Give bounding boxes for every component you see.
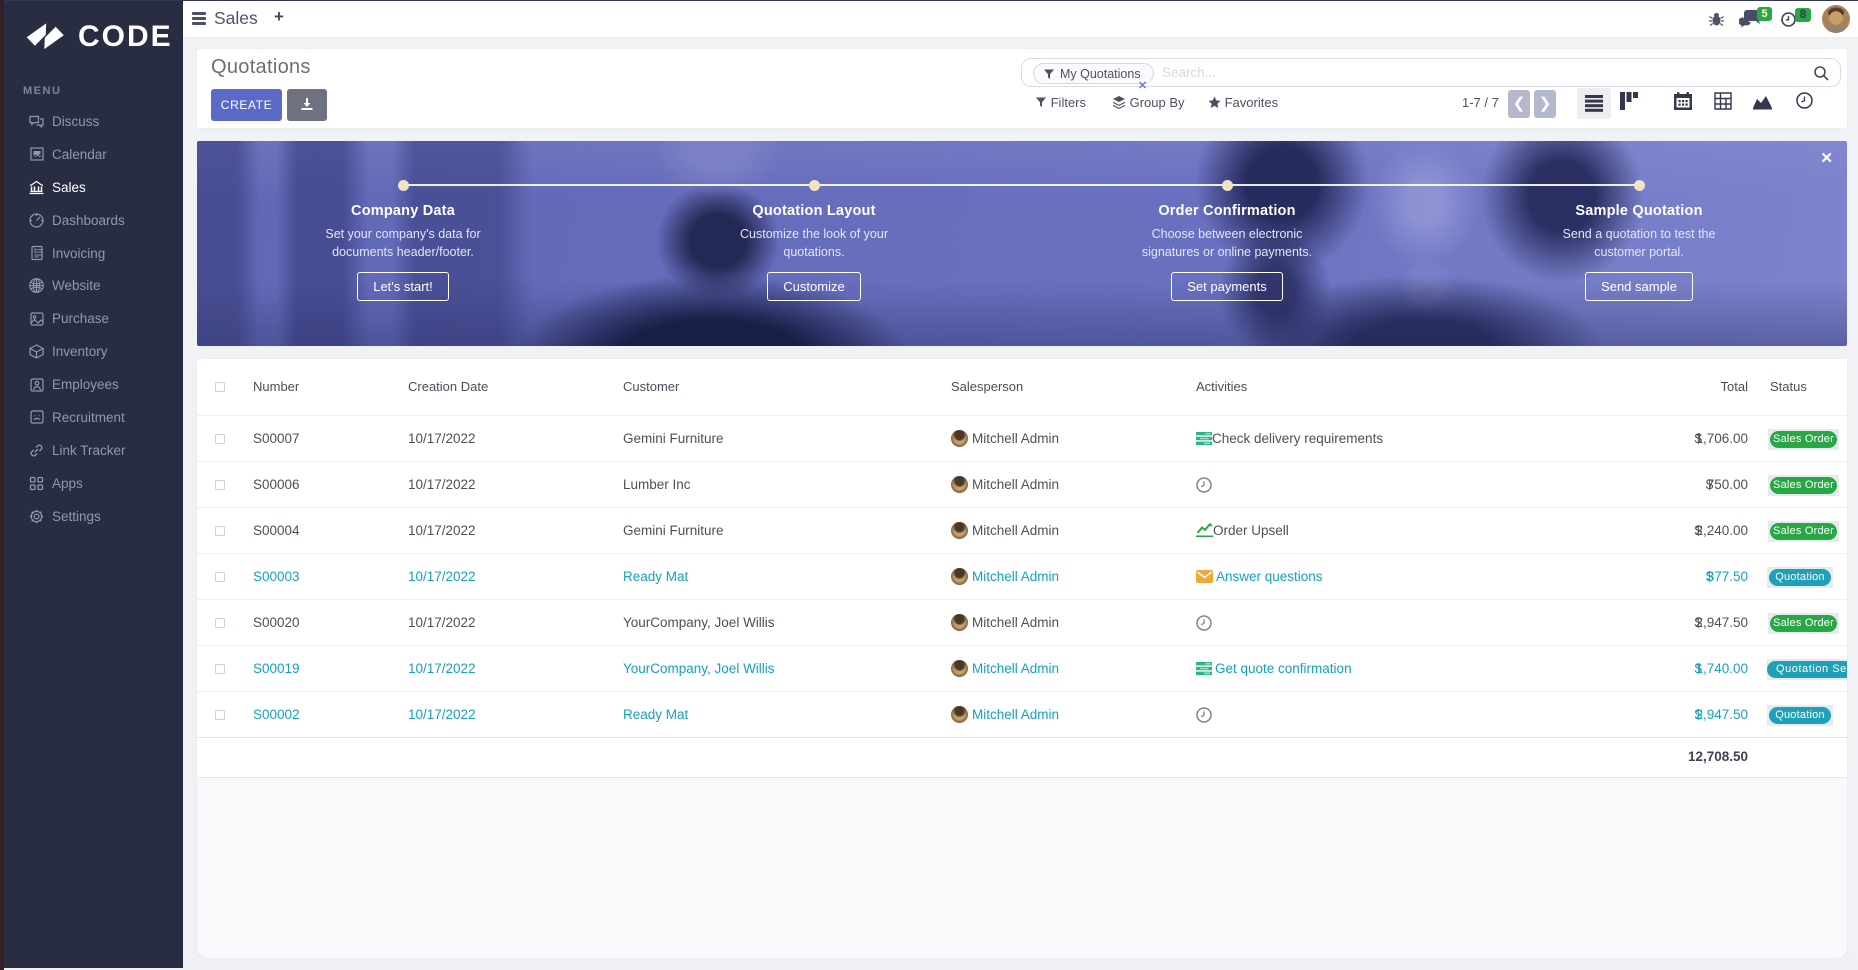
svg-text:$: $ <box>33 248 37 255</box>
